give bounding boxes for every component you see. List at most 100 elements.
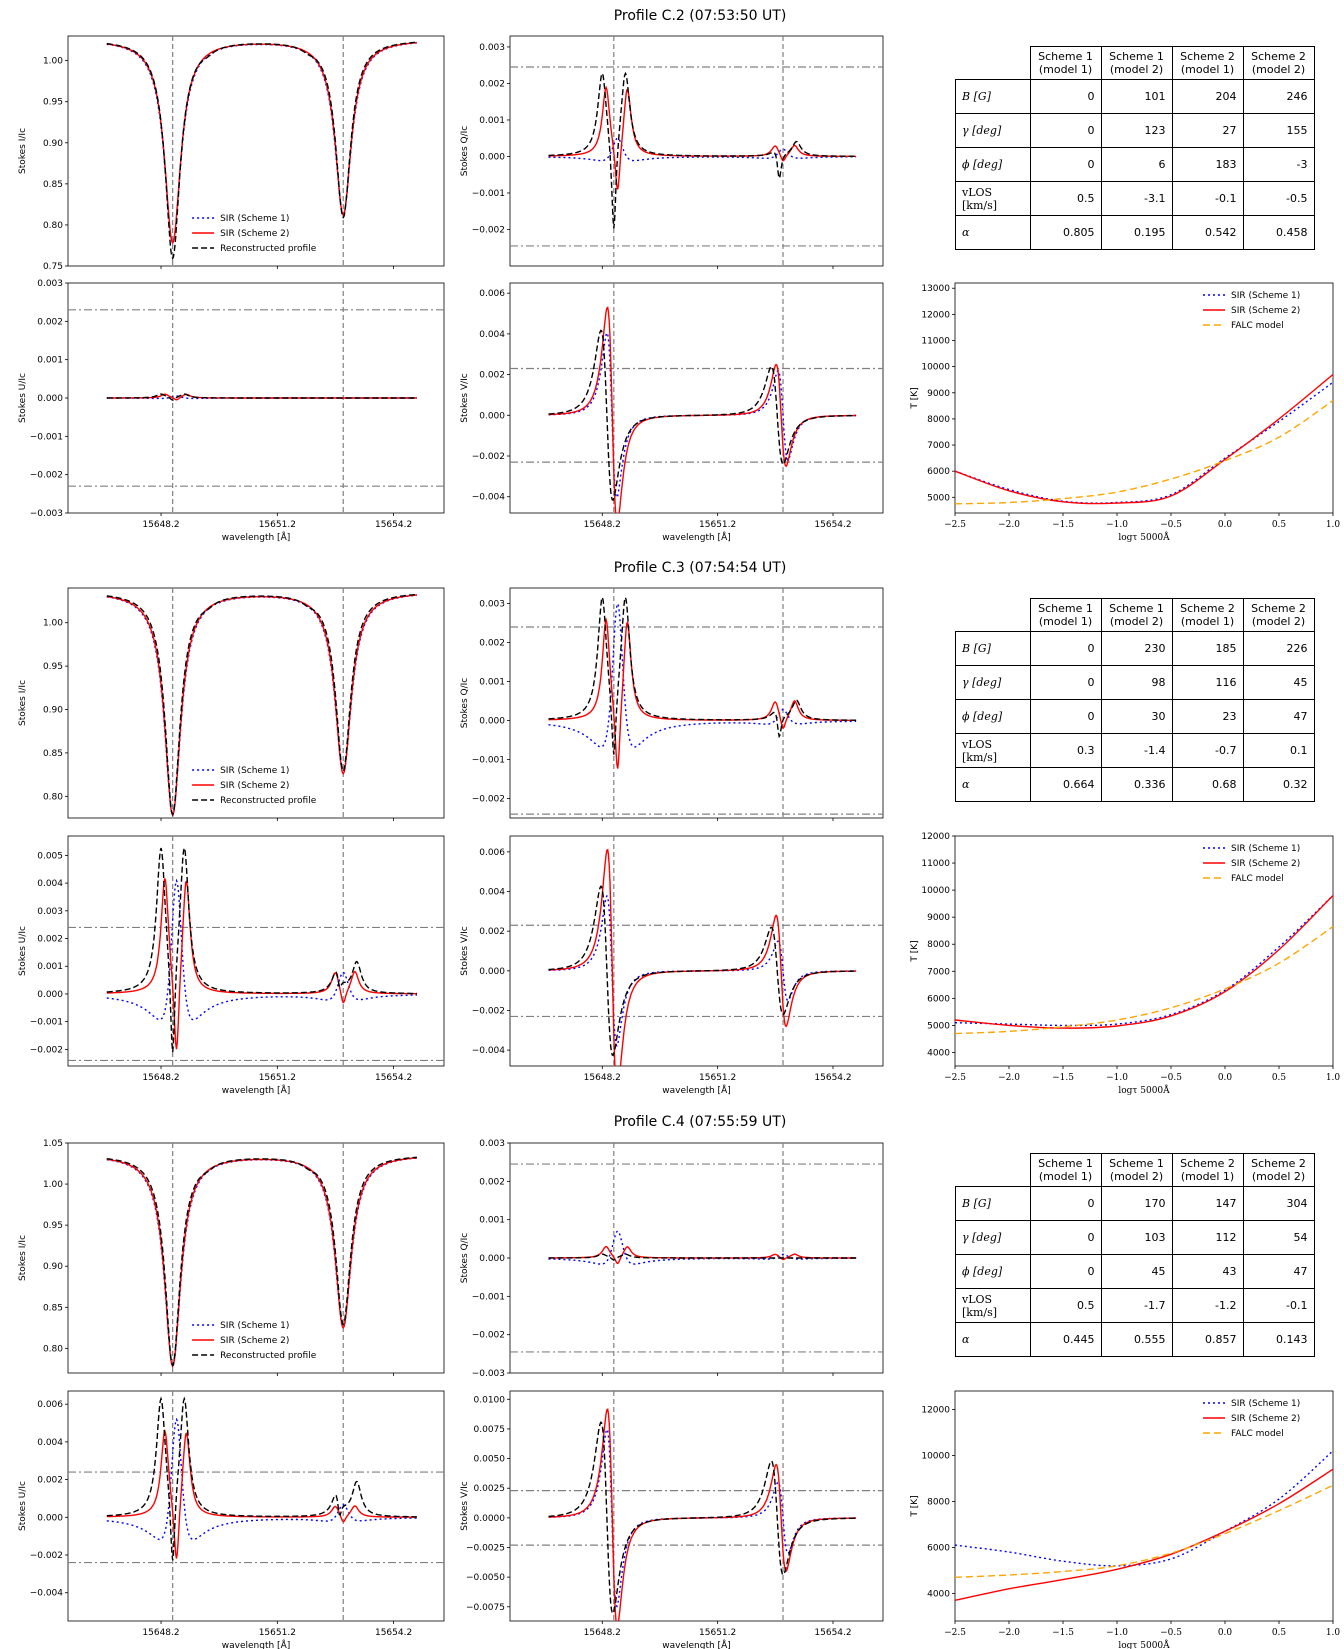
table-cell: -1.4 xyxy=(1100,733,1173,768)
y-tick-label: 0.000 xyxy=(479,1254,505,1264)
series-scheme1 xyxy=(106,1417,417,1541)
table-corner xyxy=(956,1154,1031,1187)
axes-frame xyxy=(954,282,1334,514)
y-axis-label: Stokes V/Ic xyxy=(460,373,470,423)
table-cell: 54 xyxy=(1242,1220,1315,1255)
y-axis-label: Stokes Q/Ic xyxy=(460,126,470,176)
axes-frame xyxy=(67,35,445,267)
series-reconstructed xyxy=(548,329,857,501)
y-tick-label: 0.0100 xyxy=(474,1395,506,1405)
y-tick-label: −0.002 xyxy=(30,471,63,481)
table-cell: 155 xyxy=(1242,113,1315,148)
table-cell: -1.2 xyxy=(1171,1288,1244,1323)
y-tick-label: 0.002 xyxy=(479,371,505,381)
axes-frame xyxy=(67,835,445,1067)
y-axis-label: Stokes Q/Ic xyxy=(460,1233,470,1283)
axes-frame xyxy=(954,835,1334,1067)
table-cell: 170 xyxy=(1100,1186,1173,1221)
table-row-label: α xyxy=(955,1322,1031,1357)
profile-title: Profile C.3 (07:54:54 UT) xyxy=(614,560,787,576)
y-tick-label: 0.90 xyxy=(43,139,63,149)
table-cell: 23 xyxy=(1171,699,1244,734)
x-tick-label: 15648.2 xyxy=(142,1073,179,1083)
y-tick-label: 1.00 xyxy=(43,1180,63,1190)
table-header-row: Scheme 1 (model 1) Scheme 1 (model 2) Scheme… xyxy=(956,598,1315,632)
x-tick-label: 0.5 xyxy=(1272,520,1287,530)
table-cell: 123 xyxy=(1100,113,1173,148)
table-row: ϕ [deg] 0 45 43 47 xyxy=(955,1254,1315,1289)
plot-stokes-V: −0.004 −0.002 0.000 0.002 0.004 0.006 15648.2 1… xyxy=(460,282,884,543)
series-reconstructed xyxy=(548,71,857,229)
table-cell: 0 xyxy=(1029,147,1102,182)
y-tick-label: 0.80 xyxy=(43,792,63,802)
y-tick-label: 0.002 xyxy=(479,927,505,937)
y-axis-label: Stokes Q/Ic xyxy=(460,678,470,728)
y-tick-label: 0.90 xyxy=(43,706,63,716)
x-tick-label: −2.5 xyxy=(944,1628,966,1638)
table-cell: 112 xyxy=(1171,1220,1244,1255)
x-tick-label: −0.5 xyxy=(1160,1628,1182,1638)
x-tick-label: 15648.2 xyxy=(584,1073,621,1083)
y-tick-label: 9000 xyxy=(927,913,950,923)
y-tick-label: 0.004 xyxy=(479,330,505,340)
table-column-header: Scheme 1 (model 1) xyxy=(1029,598,1102,632)
axes-frame xyxy=(954,1390,1334,1622)
legend-label: FALC model xyxy=(1231,874,1284,884)
y-tick-label: 7000 xyxy=(927,441,950,451)
y-axis-label: T [K] xyxy=(910,940,920,962)
parameter-table: Scheme 1 (model 1) Scheme 1 (model 2) Scheme… xyxy=(955,46,1315,250)
legend-label: SIR (Scheme 2) xyxy=(220,229,289,239)
series-reconstructed xyxy=(106,1396,417,1561)
plot-stokes-Q: −0.002 −0.001 0.000 0.001 0.002 0.003 Stokes Q… xyxy=(460,35,884,269)
y-tick-label: 0.85 xyxy=(43,1303,63,1313)
y-tick-label: 12000 xyxy=(921,832,950,842)
y-tick-label: 0.80 xyxy=(43,1344,63,1354)
x-tick-label: 15651.2 xyxy=(259,1073,296,1083)
legend-label: SIR (Scheme 2) xyxy=(220,1336,289,1346)
x-tick-label: 0.0 xyxy=(1218,520,1233,530)
y-tick-label: 6000 xyxy=(927,994,950,1004)
y-tick-label: 0.003 xyxy=(479,1139,505,1149)
y-tick-label: 12000 xyxy=(921,310,950,320)
table-column-header: Scheme 1 (model 1) xyxy=(1029,46,1102,80)
y-tick-label: 0.000 xyxy=(479,717,505,727)
y-axis-label: Stokes I/Ic xyxy=(18,1235,28,1281)
table-row: vLOS [km/s] 0.5 -1.7 -1.2 -0.1 xyxy=(955,1288,1315,1323)
plot-stokes-Q: −0.002 −0.001 0.000 0.001 0.002 0.003 Stokes Q… xyxy=(460,587,884,821)
series-reconstructed xyxy=(548,1421,857,1615)
y-tick-label: 0.004 xyxy=(37,1438,63,1448)
axes-frame xyxy=(509,282,884,514)
series-falc xyxy=(954,1484,1334,1578)
table-cell: 0.1 xyxy=(1242,733,1315,768)
table-row: γ [deg] 0 98 116 45 xyxy=(955,665,1315,700)
x-tick-label: −1.0 xyxy=(1106,520,1128,530)
y-axis-label: Stokes V/Ic xyxy=(460,926,470,976)
y-tick-label: 6000 xyxy=(927,1543,950,1553)
x-tick-label: 15654.2 xyxy=(375,520,412,530)
table-cell: 0.5 xyxy=(1029,1288,1102,1323)
y-tick-label: −0.001 xyxy=(30,432,63,442)
y-tick-label: 0.001 xyxy=(479,116,505,126)
series-scheme2 xyxy=(548,1245,857,1265)
table-cell: 101 xyxy=(1100,79,1173,114)
y-axis-label: Stokes U/Ic xyxy=(18,926,28,976)
series-reconstructed xyxy=(106,593,417,816)
y-tick-label: 8000 xyxy=(927,415,950,425)
table-row: α 0.664 0.336 0.68 0.32 xyxy=(955,767,1315,802)
y-tick-label: 0.000 xyxy=(37,394,63,404)
y-axis-label: T [K] xyxy=(910,387,920,409)
x-tick-label: −2.0 xyxy=(998,520,1020,530)
y-tick-label: 9000 xyxy=(927,389,950,399)
table-row: γ [deg] 0 123 27 155 xyxy=(955,113,1315,148)
table-row: vLOS [km/s] 0.5 -3.1 -0.1 -0.5 xyxy=(955,181,1315,216)
plot-stokes-U: −0.003 −0.002 −0.001 0.000 0.001 0.002 0.003 15… xyxy=(18,279,445,543)
series-scheme1 xyxy=(954,381,1334,504)
table-row: ϕ [deg] 0 30 23 47 xyxy=(955,699,1315,734)
y-tick-label: −0.001 xyxy=(472,756,505,766)
table-cell: 0.143 xyxy=(1242,1322,1315,1357)
table-row: ϕ [deg] 0 6 183 -3 xyxy=(955,147,1315,182)
x-axis-label: wavelength [Å] xyxy=(662,1084,730,1096)
series-falc xyxy=(954,400,1334,505)
y-tick-label: 0.85 xyxy=(43,180,63,190)
